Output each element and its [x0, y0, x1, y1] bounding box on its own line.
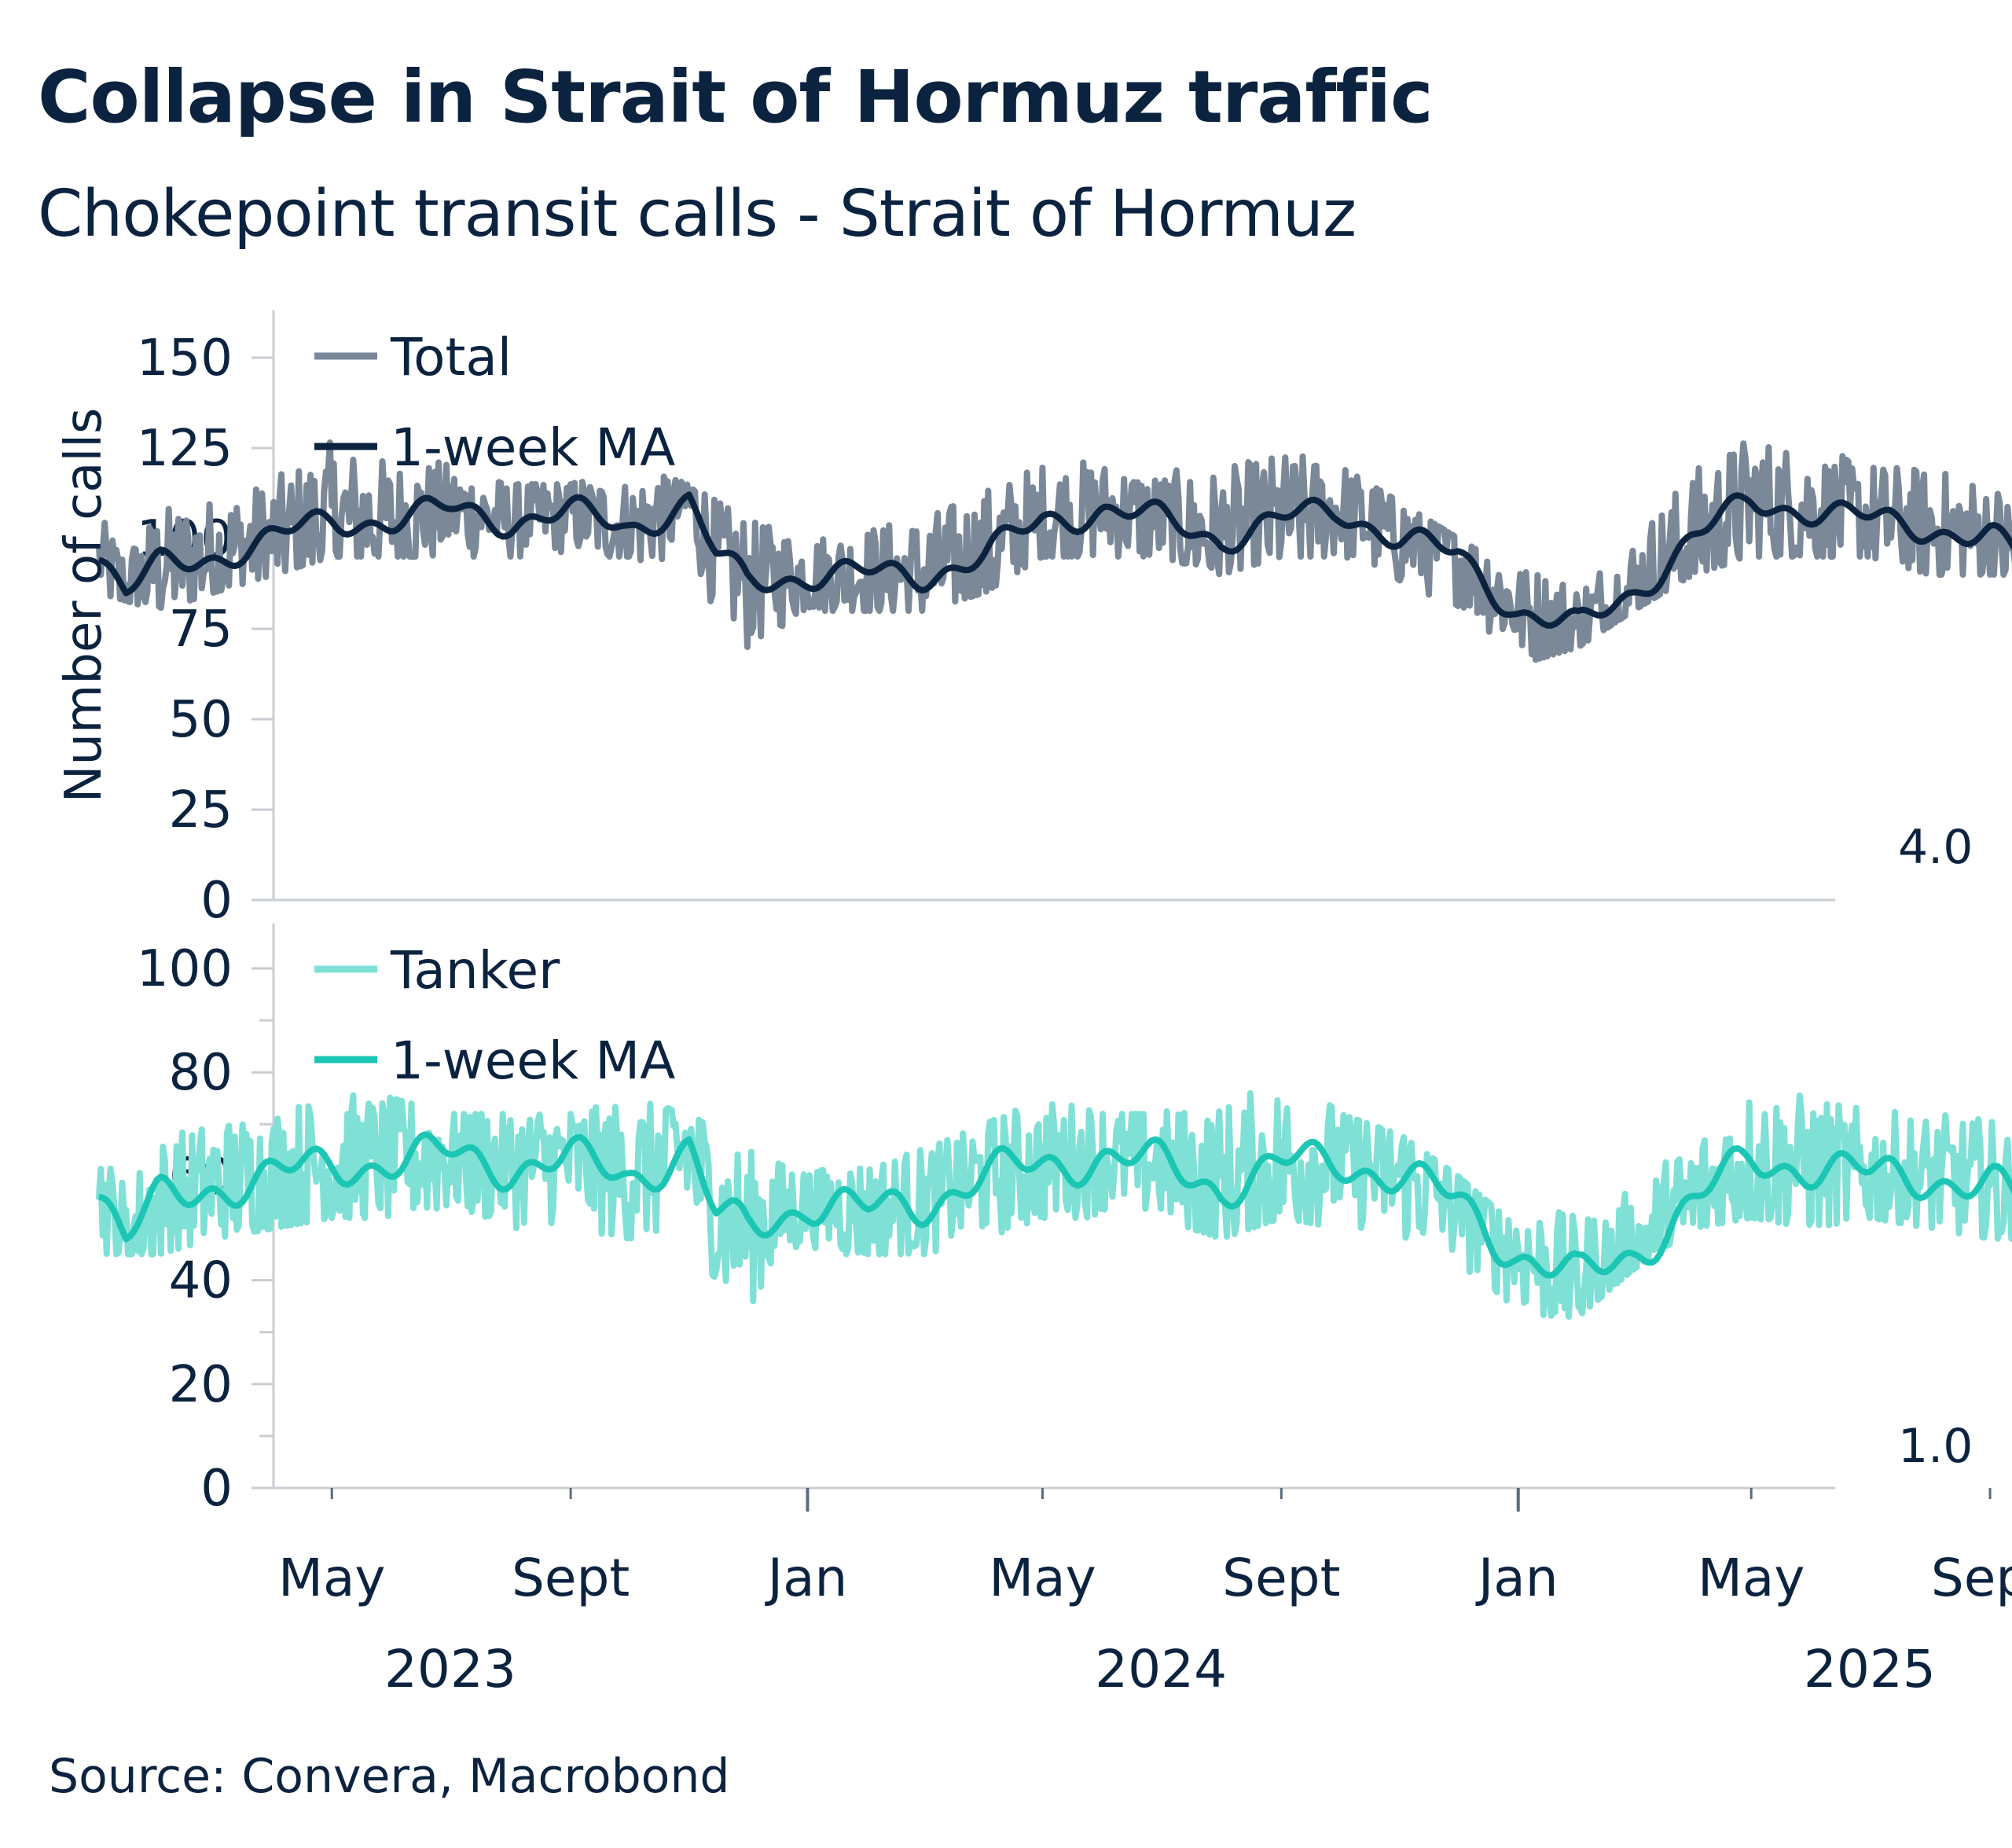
chart-title: Collapse in Strait of Hormuz traffic [38, 55, 1434, 139]
x-tick-label: Sept [1222, 1548, 1340, 1608]
x-axis: MaySeptJanMaySeptJanMaySeptJan2023202420… [278, 1488, 2012, 1699]
top-y-tick-label: 50 [169, 691, 233, 749]
x-tick-label: May [278, 1548, 385, 1608]
top-legend-label-raw: Total [390, 327, 512, 388]
x-year-label: 2025 [1804, 1639, 1936, 1699]
x-tick-label: May [1698, 1548, 1805, 1608]
bottom-legend-label-raw: Tanker [390, 940, 560, 1001]
bottom-y-tick-label: 40 [169, 1252, 233, 1310]
bottom-legend-label-ma: 1-week MA [391, 1031, 675, 1091]
bottom-series-raw [95, 1089, 2012, 1320]
y-axis-title: Number of calls [55, 408, 113, 803]
top-legend-label-ma: 1-week MA [391, 417, 675, 478]
top-y-tick-label: 150 [137, 329, 233, 388]
x-tick-label: Sept [512, 1548, 630, 1608]
top-y-tick-label: 25 [169, 781, 233, 839]
x-year-label: 2024 [1095, 1639, 1227, 1699]
bottom-y-tick-label: 20 [169, 1356, 233, 1414]
x-tick-label: May [989, 1548, 1096, 1608]
top-y-tick-label: 75 [169, 601, 233, 659]
x-tick-label: Jan [765, 1548, 848, 1608]
x-tick-label: Jan [1475, 1548, 1559, 1608]
bottom-y-tick-label: 80 [169, 1044, 233, 1102]
bottom-end-value-label: 1.0 [1898, 1419, 1973, 1474]
x-tick-label: Sept [1931, 1548, 2012, 1608]
top-y-tick-label: 0 [200, 872, 233, 930]
bottom-y-tick-label: 0 [200, 1460, 233, 1518]
top-end-value-label: 4.0 [1898, 820, 1973, 875]
x-year-label: 2023 [384, 1639, 516, 1699]
top-series-raw [95, 439, 2012, 663]
bottom-y-tick-label: 100 [137, 940, 233, 998]
bottom-series-ma [98, 1131, 2012, 1279]
top-y-tick-label: 125 [137, 420, 233, 478]
top-series-ma [97, 491, 2012, 629]
chart-subtitle: Chokepoint transit calls - Strait of Hor… [38, 177, 1357, 252]
source-note: Source: Convera, Macrobond [49, 1749, 730, 1804]
